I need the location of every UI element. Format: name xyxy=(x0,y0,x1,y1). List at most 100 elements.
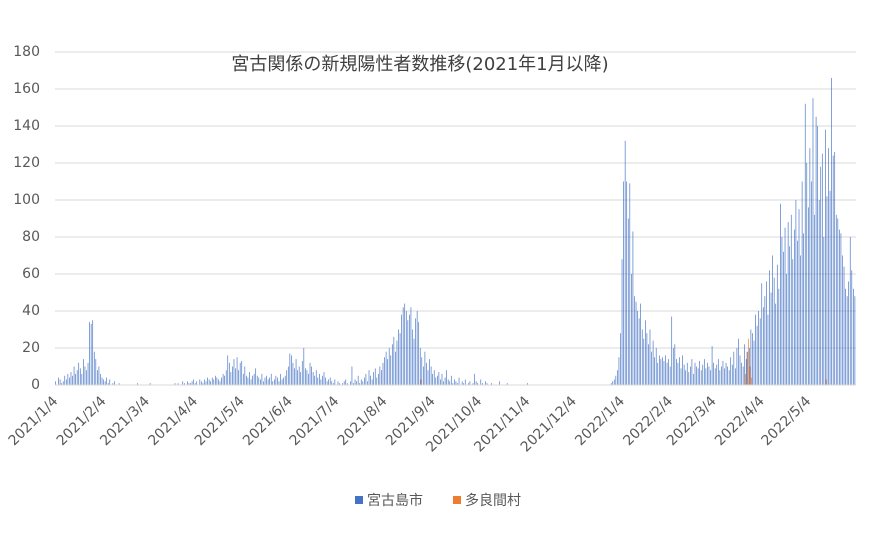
bar xyxy=(454,379,455,385)
bar xyxy=(443,381,444,385)
bar xyxy=(736,348,738,385)
bar xyxy=(746,351,748,385)
bar xyxy=(384,357,385,385)
bar xyxy=(101,377,103,385)
bar xyxy=(390,355,392,385)
bar xyxy=(356,381,357,385)
bar xyxy=(278,381,280,385)
bar xyxy=(149,383,151,385)
bar xyxy=(817,126,818,385)
bar xyxy=(738,338,739,385)
y-tick-label: 20 xyxy=(22,340,40,356)
bar xyxy=(312,372,314,385)
bar xyxy=(660,359,662,385)
bar xyxy=(640,303,642,385)
bar xyxy=(756,325,758,385)
bar xyxy=(786,274,787,385)
bar xyxy=(713,362,714,385)
bar xyxy=(388,348,390,385)
bar xyxy=(724,368,725,385)
bar xyxy=(58,377,59,385)
bar xyxy=(283,377,284,385)
bar xyxy=(270,373,272,385)
bar xyxy=(772,255,773,385)
bar xyxy=(391,344,393,385)
bar xyxy=(359,383,361,385)
bar xyxy=(506,383,508,385)
bar xyxy=(823,237,825,385)
bar xyxy=(264,377,266,385)
bar xyxy=(457,383,458,385)
bar xyxy=(84,366,86,385)
bar xyxy=(618,357,620,385)
bar xyxy=(329,377,331,385)
bar xyxy=(676,359,677,385)
bar xyxy=(638,318,640,385)
bar xyxy=(770,292,772,385)
bar xyxy=(188,383,190,385)
bar xyxy=(378,373,379,385)
bar xyxy=(95,359,97,385)
bar xyxy=(292,362,294,385)
bar xyxy=(665,355,666,385)
bar xyxy=(92,320,94,385)
bar xyxy=(751,377,752,385)
bar xyxy=(739,355,741,385)
bar xyxy=(373,372,375,385)
bar xyxy=(620,333,621,385)
bar xyxy=(253,373,255,385)
bar xyxy=(269,377,270,385)
bar xyxy=(627,218,629,385)
legend-label: 多良間村 xyxy=(465,492,521,509)
bar xyxy=(345,379,347,385)
bar xyxy=(804,103,806,386)
bar xyxy=(399,333,401,385)
bar xyxy=(109,379,111,385)
bar xyxy=(242,373,244,385)
bar xyxy=(853,288,854,385)
bar xyxy=(83,359,84,385)
bar xyxy=(455,381,457,385)
bar xyxy=(482,383,483,385)
bar xyxy=(703,359,705,385)
bar xyxy=(436,375,438,385)
bar xyxy=(362,381,364,385)
bar xyxy=(87,362,89,385)
bar xyxy=(733,351,735,385)
bar xyxy=(797,240,798,385)
bar xyxy=(648,344,649,385)
bar xyxy=(415,318,416,385)
bar xyxy=(137,383,139,385)
bar xyxy=(801,181,803,385)
bar xyxy=(326,381,328,385)
bar xyxy=(286,370,288,385)
bar xyxy=(748,338,749,385)
bar xyxy=(762,307,764,385)
bar xyxy=(694,362,696,385)
bar xyxy=(463,383,465,385)
bar xyxy=(842,255,843,385)
bar xyxy=(450,375,452,385)
bar xyxy=(707,362,708,385)
bar xyxy=(398,329,399,385)
bar xyxy=(429,359,430,385)
bar xyxy=(761,283,763,385)
bar xyxy=(418,322,420,385)
bar xyxy=(749,366,751,385)
bar xyxy=(803,233,804,385)
bar xyxy=(812,98,814,385)
bar xyxy=(845,288,846,385)
bar xyxy=(651,351,652,385)
bar xyxy=(75,373,76,385)
bar xyxy=(258,377,260,385)
bar xyxy=(239,362,241,385)
bar xyxy=(194,383,196,385)
bar xyxy=(821,153,823,385)
bar xyxy=(419,348,421,385)
bar xyxy=(250,379,252,385)
bar xyxy=(728,370,730,385)
bar xyxy=(244,366,246,385)
bar xyxy=(725,362,727,385)
bar xyxy=(294,368,295,385)
bar xyxy=(846,296,848,385)
